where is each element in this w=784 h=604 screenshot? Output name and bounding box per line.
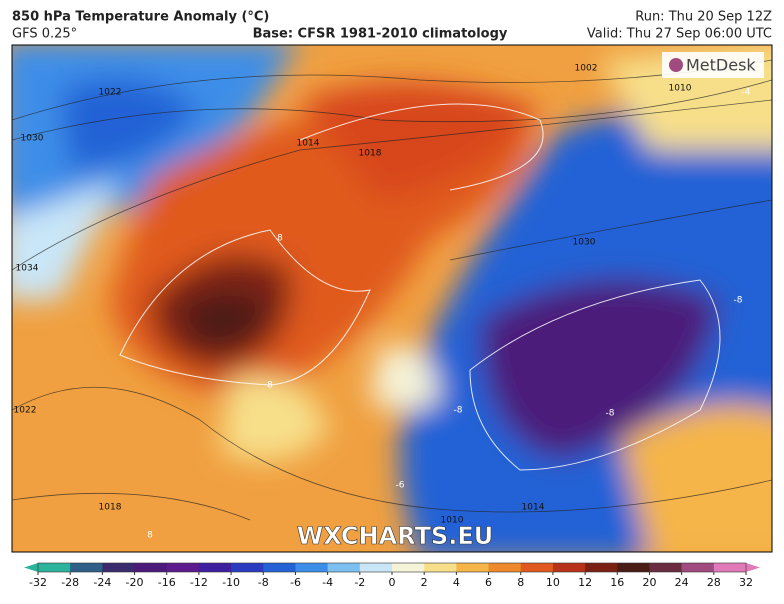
colorbar-segment bbox=[392, 563, 425, 572]
colorbar-tick-label: 10 bbox=[546, 576, 560, 589]
colorbar-segment bbox=[649, 563, 683, 572]
colorbar-segment bbox=[327, 563, 361, 572]
colorbar-segment bbox=[70, 563, 103, 572]
colorbar-tick-label: 16 bbox=[610, 576, 624, 589]
colorbar-segment bbox=[585, 563, 618, 572]
anomaly-label: -4 bbox=[742, 88, 751, 98]
isobar-label: 1014 bbox=[522, 503, 545, 513]
base: Base: CFSR 1981-2010 climatology bbox=[253, 27, 508, 42]
colorbar-tick-label: 4 bbox=[453, 576, 460, 589]
colorbar-segment bbox=[424, 563, 457, 572]
colorbar-segment bbox=[681, 563, 715, 572]
colorbar-segment bbox=[713, 563, 747, 572]
model: GFS 0.25° bbox=[12, 27, 77, 42]
colorbar-tick-label: -12 bbox=[190, 576, 208, 589]
isobar-label: 1022 bbox=[99, 88, 122, 98]
colorbar-segment bbox=[520, 563, 554, 572]
isobar-label: 1030 bbox=[21, 134, 44, 144]
colorbar-tick-label: -2 bbox=[354, 576, 365, 589]
colorbar-segment bbox=[617, 563, 650, 572]
valid: Valid: Thu 27 Sep 06:00 UTC bbox=[587, 27, 772, 42]
colorbar-tick-label: 2 bbox=[421, 576, 428, 589]
colorbar-tick-label: 20 bbox=[642, 576, 656, 589]
isobar-label: 1010 bbox=[669, 84, 692, 94]
colorbar-tick-label: 28 bbox=[707, 576, 721, 589]
isobar-label: 1010 bbox=[441, 516, 464, 526]
logo-icon bbox=[669, 58, 683, 72]
run: Run: Thu 20 Sep 12Z bbox=[635, 10, 772, 25]
isobar-label: 1018 bbox=[99, 503, 122, 513]
colorbar-tick-label: -6 bbox=[290, 576, 301, 589]
isobar-label: 1034 bbox=[16, 264, 39, 274]
colorbar-tick-label: -16 bbox=[158, 576, 176, 589]
colorbar-segment bbox=[488, 563, 522, 572]
colorbar-tick-label: -20 bbox=[126, 576, 144, 589]
anomaly-label: -8 bbox=[606, 409, 615, 419]
colorbar-segment bbox=[134, 563, 168, 572]
anomaly-label: 8 bbox=[147, 531, 153, 541]
colorbar-segment bbox=[552, 563, 586, 572]
anomaly-label: -8 bbox=[454, 406, 463, 416]
colorbar-tick-label: 0 bbox=[389, 576, 396, 589]
colorbar-segment bbox=[263, 563, 296, 572]
colorbar-segment bbox=[295, 563, 329, 572]
map bbox=[12, 45, 772, 552]
colorbar-segment bbox=[231, 563, 264, 572]
anomaly-label: 8 bbox=[267, 381, 273, 391]
anomaly-label: -6 bbox=[396, 481, 405, 491]
colorbar-segment bbox=[198, 563, 232, 572]
colorbar-tick-label: -4 bbox=[322, 576, 333, 589]
colorbar-tick-label: 24 bbox=[675, 576, 689, 589]
isobar-label: 1014 bbox=[297, 139, 320, 149]
isobar-label: 1018 bbox=[359, 149, 382, 159]
isobar-label: 1002 bbox=[575, 64, 598, 74]
colorbar-end bbox=[746, 563, 760, 572]
colorbar-tick-label: -24 bbox=[93, 576, 111, 589]
colorbar-tick-label: 12 bbox=[578, 576, 592, 589]
isobar-label: 1030 bbox=[573, 238, 596, 248]
colorbar-segment bbox=[38, 563, 71, 572]
colorbar-tick-label: 32 bbox=[739, 576, 753, 589]
map-frame bbox=[11, 44, 773, 553]
watermark: WXCHARTS.EU bbox=[297, 522, 493, 550]
anomaly-label: 8 bbox=[277, 234, 283, 244]
colorbar-segment bbox=[359, 563, 393, 572]
colorbar-tick-label: -10 bbox=[222, 576, 240, 589]
colorbar-segment bbox=[456, 563, 490, 572]
colorbar-segment bbox=[166, 563, 200, 572]
colorbar-end bbox=[24, 563, 38, 572]
colorbar-tick-label: -8 bbox=[258, 576, 269, 589]
colorbar-segment bbox=[102, 563, 136, 572]
isobar-label: 1022 bbox=[14, 406, 37, 416]
colorbar-tick-label: 6 bbox=[485, 576, 492, 589]
title: 850 hPa Temperature Anomaly (°C) bbox=[12, 10, 269, 25]
colorbar-tick-label: 8 bbox=[517, 576, 524, 589]
logo: MetDesk bbox=[686, 56, 756, 75]
colorbar-tick-label: -32 bbox=[29, 576, 47, 589]
colorbar-tick-label: -28 bbox=[61, 576, 79, 589]
anomaly-label: -8 bbox=[734, 296, 743, 306]
